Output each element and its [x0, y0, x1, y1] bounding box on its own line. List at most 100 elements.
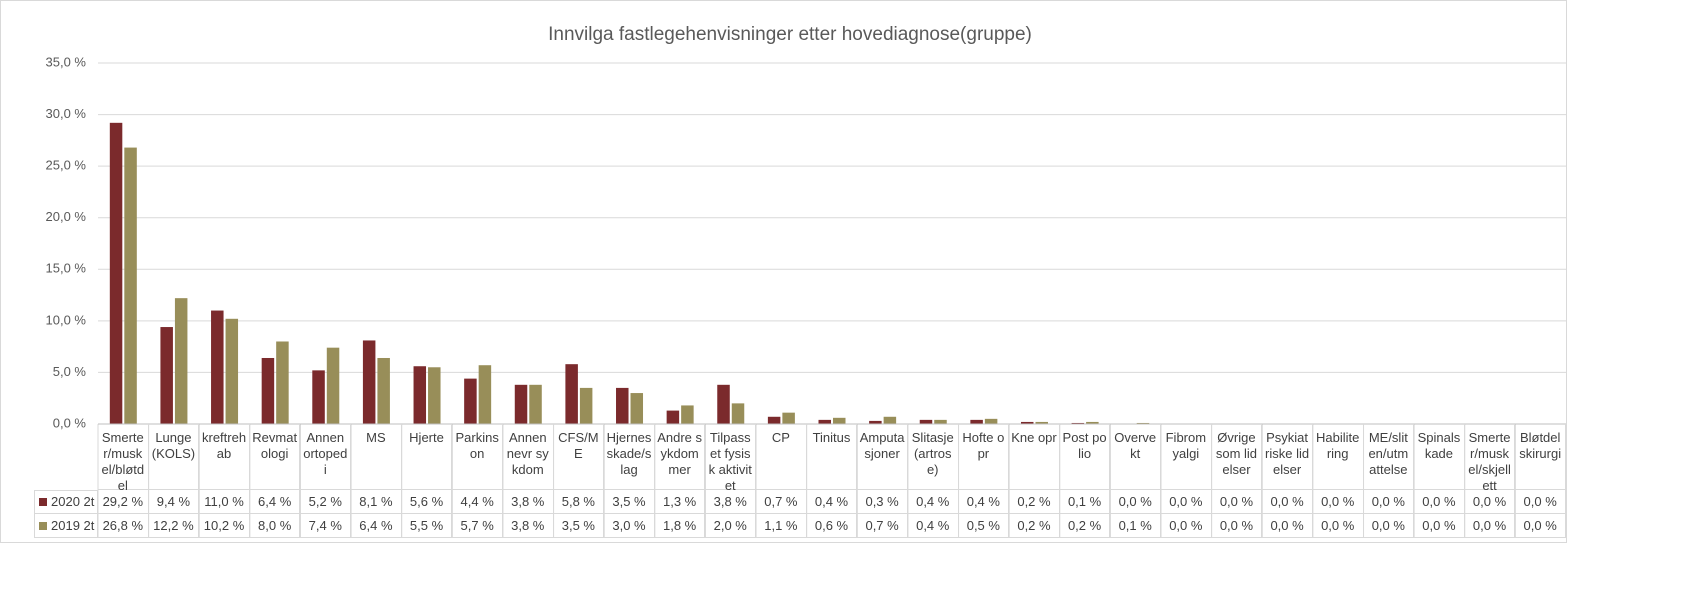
bar: [326, 347, 340, 424]
x-tick-label: Habilitering: [1312, 424, 1364, 490]
x-tick-label: Øvrige som lidelser: [1211, 424, 1263, 490]
data-label: 0,4 %: [958, 490, 1010, 514]
x-tick-label: Smerter/muskel/skjellett: [1464, 424, 1516, 493]
bar: [1071, 422, 1085, 424]
data-label: 0,5 %: [958, 514, 1010, 538]
bar: [883, 416, 897, 424]
data-label: 11,0 %: [199, 490, 250, 514]
chart-title: Innvilga fastlegehenvisninger etter hove…: [548, 24, 1032, 45]
data-label: 1,1 %: [756, 514, 807, 538]
bar: [681, 405, 694, 424]
bar: [970, 419, 983, 424]
data-label: 0,2 %: [1009, 490, 1060, 514]
x-tick-label: Kne opr: [1009, 424, 1060, 490]
bar: [731, 403, 745, 424]
data-label: 3,8 %: [502, 490, 554, 514]
data-label: 0,0 %: [1363, 514, 1415, 538]
x-tick-label: Bløtdelskirurgi: [1515, 424, 1566, 490]
x-tick-label: Spinalskade: [1414, 424, 1465, 490]
data-label: 3,0 %: [604, 514, 655, 538]
x-tick-label: kreftrehab: [199, 424, 250, 490]
data-label: 0,4 %: [907, 490, 959, 514]
data-label: 0,0 %: [1312, 490, 1364, 514]
x-tick-label: Hofte opr: [958, 424, 1010, 490]
bar: [428, 367, 441, 424]
x-tick-label: Tinitus: [806, 424, 858, 490]
bar: [717, 384, 730, 424]
data-label: 0,0 %: [1414, 514, 1465, 538]
data-label: 8,0 %: [249, 514, 301, 538]
y-tick-label: 35,0 %: [46, 54, 87, 69]
y-tick-label: 10,0 %: [46, 312, 87, 327]
chart-border: [0, 0, 1567, 543]
data-label: 10,2 %: [199, 514, 250, 538]
data-label: 0,1 %: [1059, 490, 1111, 514]
y-tick-label: 30,0 %: [46, 106, 87, 121]
data-label: 5,2 %: [300, 490, 352, 514]
data-label: 0,0 %: [1515, 514, 1566, 538]
x-tick-label: ME/sliten/utmattelse: [1363, 424, 1415, 490]
data-label: 1,3 %: [654, 490, 706, 514]
data-label: 3,8 %: [502, 514, 554, 538]
bar: [767, 416, 781, 424]
bar: [934, 419, 947, 424]
bar: [529, 384, 542, 424]
bar: [579, 387, 593, 424]
bar: [818, 419, 831, 424]
x-tick-label: CP: [756, 424, 807, 490]
bar: [109, 122, 123, 424]
data-label: 0,0 %: [1161, 490, 1212, 514]
x-tick-label: CFS/ME: [553, 424, 605, 490]
bar: [174, 298, 188, 424]
x-tick-label: Smerter/muskel/bløtdel: [98, 424, 149, 493]
bar: [160, 327, 173, 424]
data-label: 0,0 %: [1464, 490, 1516, 514]
x-tick-label: Andre sykdommer: [654, 424, 706, 490]
legend-entry: 2020 2t: [34, 490, 98, 514]
data-label: 0,0 %: [1211, 490, 1263, 514]
data-label: 6,4 %: [249, 490, 301, 514]
bar: [276, 341, 289, 424]
legend-label: 2019 2t: [51, 517, 95, 533]
bar: [413, 366, 427, 424]
legend-entry: 2019 2t: [34, 514, 98, 538]
x-tick-label: Lunge (KOLS): [148, 424, 200, 490]
x-tick-label: Hjernesskade/slag: [604, 424, 655, 490]
data-label: 2,0 %: [705, 514, 757, 538]
data-label: 26,8 %: [98, 514, 149, 538]
x-tick-label: Psykiatriske lidelser: [1262, 424, 1313, 490]
y-tick-label: 25,0 %: [46, 158, 87, 173]
data-label: 1,8 %: [654, 514, 706, 538]
legend-label: 2020 2t: [51, 494, 95, 509]
y-tick-label: 0,0 %: [53, 415, 87, 430]
data-label: 4,4 %: [452, 490, 503, 514]
x-tick-label: Post polio: [1059, 424, 1111, 490]
bar: [1020, 421, 1034, 424]
data-label: 5,8 %: [553, 490, 605, 514]
bar: [124, 147, 137, 424]
data-label: 0,0 %: [1464, 514, 1516, 538]
data-label: 0,0 %: [1262, 514, 1313, 538]
bar: [1086, 421, 1099, 424]
data-label: 3,5 %: [604, 490, 655, 514]
data-label: 9,4 %: [148, 490, 200, 514]
bar: [478, 365, 492, 424]
data-label: 0,0 %: [1211, 514, 1263, 538]
data-label: 3,5 %: [553, 514, 605, 538]
x-tick-label: Amputasjoner: [857, 424, 908, 490]
bar: [377, 357, 390, 424]
data-label: 0,0 %: [1312, 514, 1364, 538]
data-label: 0,0 %: [1161, 514, 1212, 538]
x-tick-label: Overvekt: [1110, 424, 1162, 490]
data-label: 5,6 %: [401, 490, 453, 514]
bar: [362, 340, 376, 424]
bar: [666, 410, 680, 424]
data-label: 12,2 %: [148, 514, 200, 538]
data-label: 6,4 %: [351, 514, 402, 538]
bar: [869, 420, 882, 424]
x-tick-label: Hjerte: [401, 424, 453, 490]
bar: [630, 393, 644, 424]
x-tick-label: Annen nevr sykdom: [502, 424, 554, 490]
bar: [261, 357, 275, 424]
